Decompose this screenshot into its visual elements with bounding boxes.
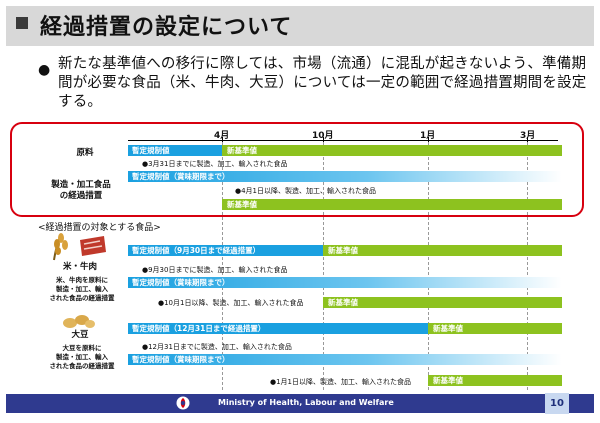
soy-note-after: ●1月1日以降、製造、加工、輸入された食品	[270, 378, 412, 386]
ministry-logo-icon	[176, 396, 190, 410]
target-foods-header: <経過措置の対象とする食品>	[38, 223, 161, 233]
main-note-after: ●4月1日以降、製造、加工、輸入された食品	[235, 187, 377, 195]
title-bar	[6, 6, 594, 46]
rice-note-after: ●10月1日以降、製造、加工、輸入された食品	[158, 299, 304, 307]
title-square-icon	[16, 17, 28, 29]
gridline-january	[428, 142, 429, 390]
soybean-icon	[63, 315, 95, 328]
gridline-april	[222, 142, 223, 390]
soybean-name: 大豆	[71, 330, 89, 340]
month-october: 10月	[312, 131, 334, 141]
page-number: 10	[545, 393, 569, 414]
rice-processed-new-bar: 新基準値	[323, 297, 562, 308]
bullet-icon: ●	[38, 62, 51, 78]
rice-beef-name: 米・牛肉	[62, 262, 97, 272]
page-title: 経過措置の設定について	[40, 15, 293, 40]
soybean-desc: 大豆を原料に 製造・加工、輸入 された食品の経過措置	[49, 344, 115, 370]
tick-april	[222, 137, 223, 143]
soy-note-before: ●12月31日までに製造、加工、輸入された食品	[142, 343, 292, 351]
rice-note-before: ●9月30日までに製造、加工、輸入された食品	[142, 266, 288, 274]
rice-beef-desc: 米、牛肉を原料に 製造・加工、輸入 された食品の経過措置	[49, 276, 115, 302]
rice-processed-provisional-bar: 暫定規制値（賞味期限まで）	[128, 277, 562, 288]
timeline-axis	[128, 140, 558, 141]
soy-raw-new-bar: 新基準値	[428, 323, 562, 334]
raw-material-label: 原料	[76, 148, 94, 158]
tick-january	[428, 137, 429, 143]
main-raw-new-bar: 新基準値	[222, 145, 562, 156]
soy-processed-new-bar: 新基準値	[428, 375, 562, 386]
main-note-before: ●3月31日までに製造、加工、輸入された食品	[142, 160, 288, 168]
intro-text: 新たな基準値への移行に際しては、市場（流通）に混乱が起きないよう、準備期間が必要…	[58, 56, 587, 110]
tick-october	[323, 137, 324, 143]
month-january: 1月	[420, 131, 436, 141]
main-raw-provisional-bar: 暫定規制値	[128, 145, 222, 156]
month-march: 3月	[520, 131, 536, 141]
ministry-name: Ministry of Health, Labour and Welfare	[218, 398, 394, 407]
main-processed-provisional-bar: 暫定規制値（賞味期限まで）	[128, 171, 562, 182]
main-processed-new-bar: 新基準値	[222, 199, 562, 210]
gridline-october	[323, 142, 324, 390]
soy-processed-provisional-bar: 暫定規制値（賞味期限まで）	[128, 354, 562, 365]
footer-bar	[6, 394, 594, 413]
tick-march	[527, 137, 528, 143]
soy-raw-provisional-bar: 暫定規制値（12月31日まで経過措置）	[128, 323, 428, 334]
month-april: 4月	[214, 131, 230, 141]
rice-beef-icon	[53, 233, 106, 261]
gridline-march	[527, 142, 528, 390]
processed-food-label: 製造・加工食品 の経過措置	[51, 180, 111, 201]
rice-raw-provisional-bar: 暫定規制値（9月30日まで経過措置）	[128, 245, 323, 256]
rice-raw-new-bar: 新基準値	[323, 245, 562, 256]
highlight-frame	[10, 122, 584, 217]
